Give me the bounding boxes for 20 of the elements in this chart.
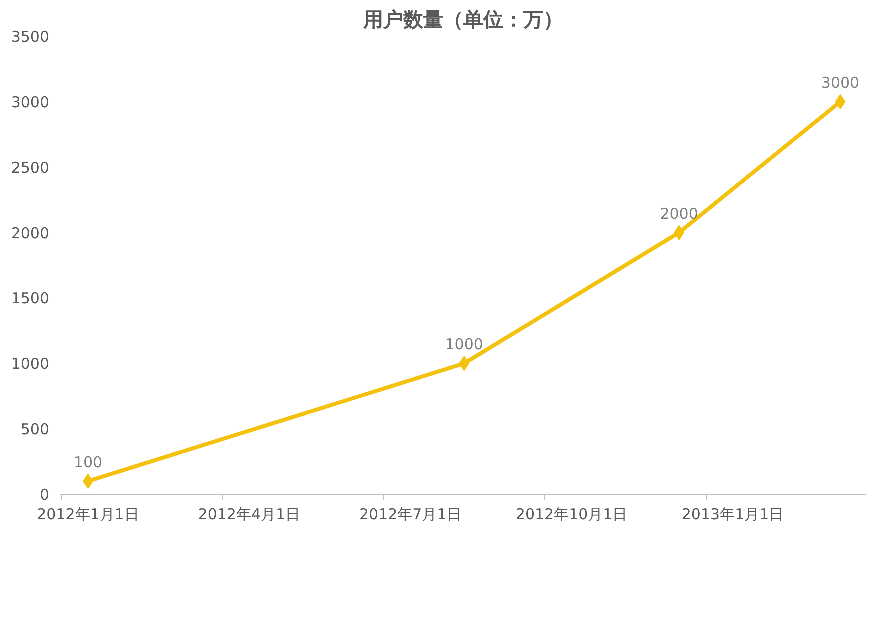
- x-tick-label: 2012年10月1日: [516, 506, 628, 524]
- x-tick-label: 2013年1月1日: [682, 506, 784, 524]
- y-tick-label: 500: [20, 420, 50, 439]
- y-tick-label: 1500: [11, 290, 50, 308]
- y-tick-label: 3500: [11, 28, 50, 46]
- point: [835, 94, 846, 110]
- data-label: 1000: [445, 336, 484, 354]
- y-tick-label: 2500: [11, 158, 50, 177]
- data-label: 100: [74, 453, 103, 472]
- point: [459, 356, 470, 372]
- chart-title: 用户数量（单位：万）: [362, 8, 564, 32]
- x-tick-label: 2012年7月1日: [360, 506, 462, 524]
- data-label: 2000: [660, 204, 698, 223]
- data-label: 3000: [821, 74, 860, 92]
- y-tick-label: 1000: [11, 355, 50, 374]
- y-tick-label: 2000: [11, 224, 50, 242]
- y-tick-label: 0: [40, 486, 50, 504]
- x-tick-label: 2012年1月1日: [37, 506, 140, 524]
- y-tick-label: 3000: [11, 93, 50, 112]
- x-tick-label: 2012年4月1日: [198, 506, 301, 524]
